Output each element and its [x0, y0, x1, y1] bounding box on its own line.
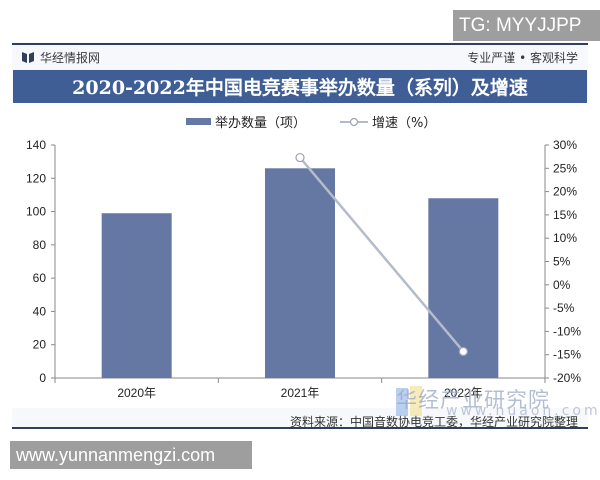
overlay-watermark-top: TG: MYYJJPP — [453, 10, 600, 41]
chart-area — [12, 103, 588, 408]
bar-swatch-icon — [186, 118, 211, 125]
watermark-brand: 华经产业研究院 — [396, 388, 550, 412]
chart-title: 2020-2022年中国电竞赛事举办数量（系列）及增速 — [13, 70, 587, 103]
frame-top-rule — [12, 43, 588, 45]
watermark-logo-blue — [396, 388, 408, 416]
legend-label-count: 举办数量（项） — [215, 116, 307, 131]
overlay-watermark-bottom: www.yunnanmengzi.com — [10, 441, 252, 469]
legend-label-growth: 增速（%） — [372, 116, 437, 131]
slogan: 专业严谨 • 客观科学 — [467, 51, 578, 65]
source-note: 资料来源：中国音数协电竞工委，华经产业研究院整理 — [289, 415, 578, 429]
brand: 华经情报网 — [22, 47, 100, 67]
legend: 举办数量（项） 增速（%） — [186, 112, 436, 131]
legend-item-count: 举办数量（项） — [186, 112, 306, 131]
legend-item-growth: 增速（%） — [340, 112, 436, 131]
watermark-url: www.huaon.com — [446, 403, 600, 419]
brand-name: 华经情报网 — [40, 50, 101, 65]
watermark-logo-yellow — [410, 386, 422, 416]
frame-bottom-rule — [12, 427, 588, 429]
book-logo-icon — [22, 51, 34, 63]
line-marker-icon — [340, 117, 369, 126]
